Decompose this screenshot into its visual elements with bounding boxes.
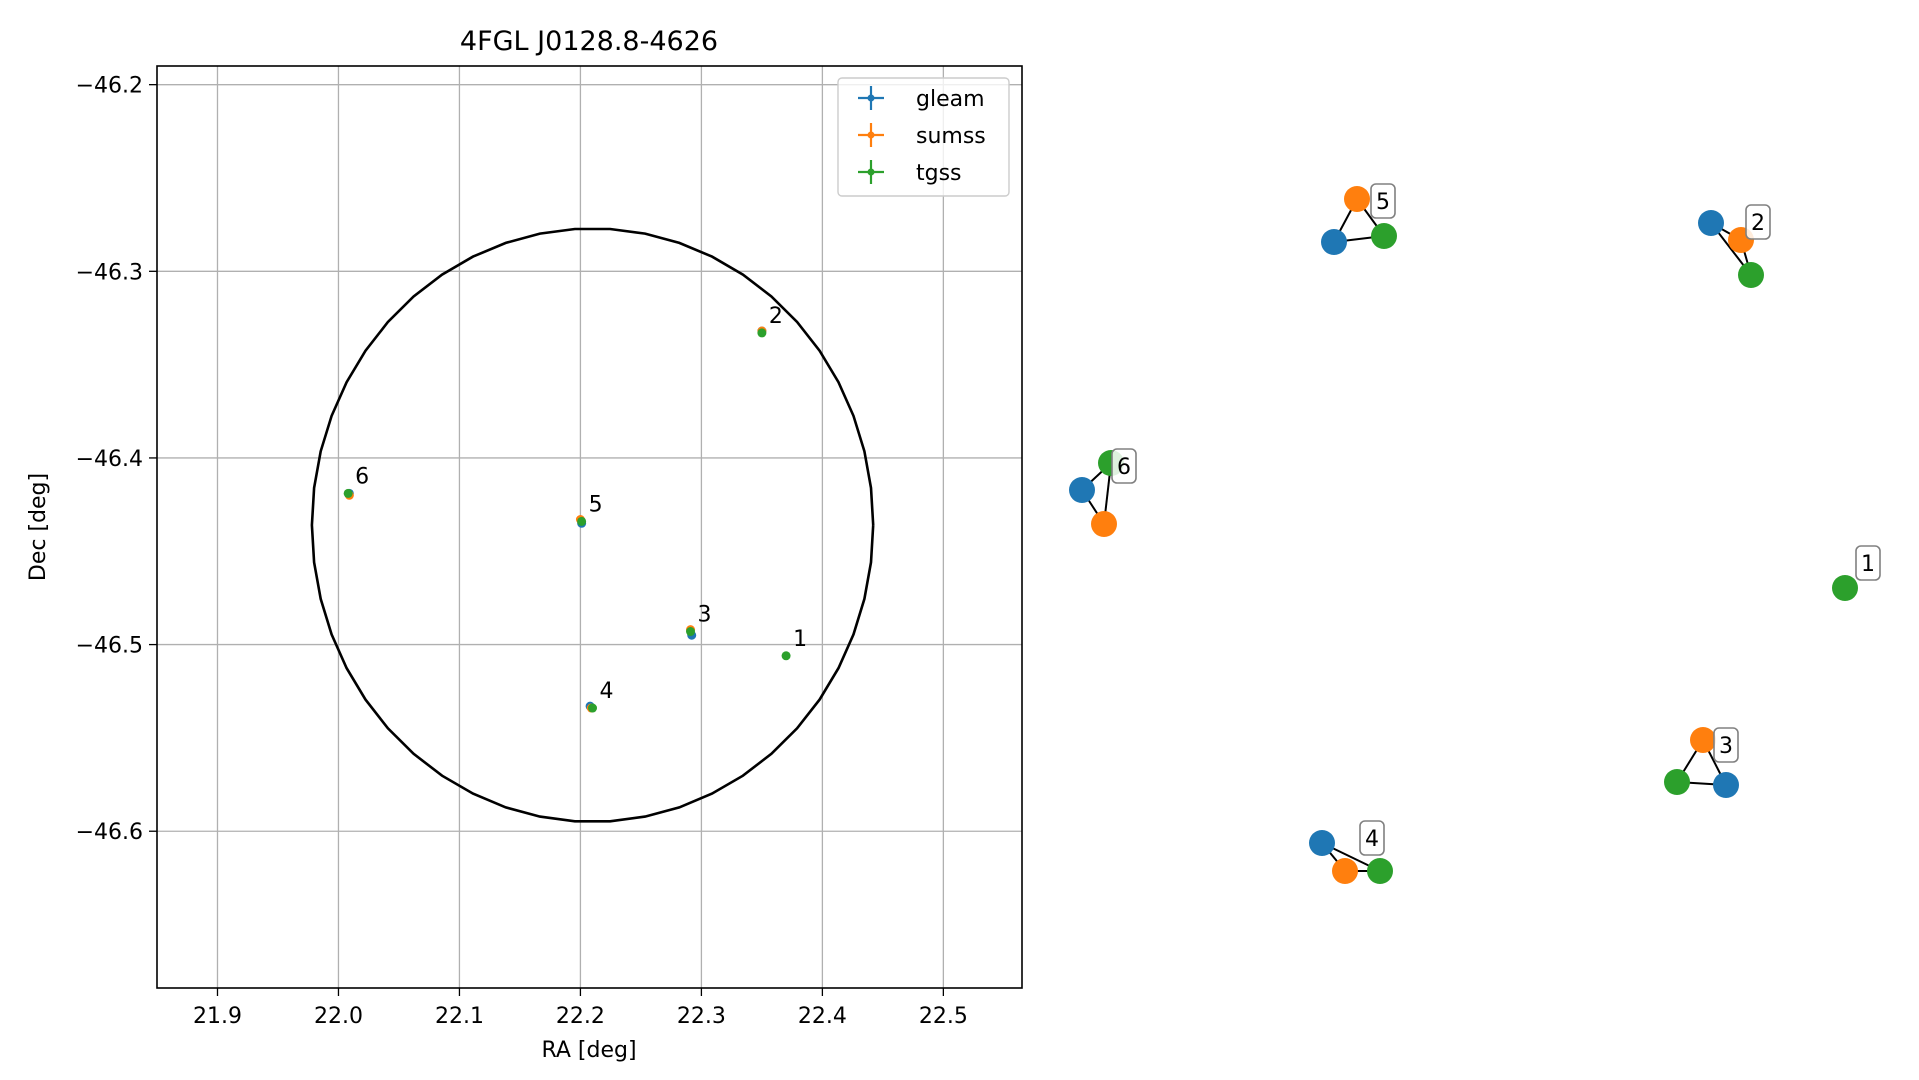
scatter-points (343, 326, 791, 713)
match-label-box (1370, 183, 1396, 219)
point-tgss (588, 703, 598, 713)
legend-entry-gleam: gleam (858, 86, 985, 112)
match-node-gleam (1698, 210, 1724, 236)
y-tick-label: −46.4 (76, 447, 143, 472)
legend-entry-sumss: sumss (858, 123, 986, 149)
match-group-4: 4 (1309, 820, 1393, 884)
match-network: 1 2 3 4 5 6 (1069, 183, 1881, 884)
match-label: 5 (1376, 190, 1390, 215)
point-annotations: 1 2 3 4 5 6 (355, 304, 807, 704)
match-node-tgss (1832, 575, 1858, 601)
x-tick-label: 22.2 (556, 1004, 605, 1029)
match-group-1: 1 (1832, 545, 1881, 601)
x-axis-label: RA [deg] (541, 1038, 636, 1063)
point-tgss (577, 516, 587, 526)
x-tick-label: 21.9 (193, 1004, 242, 1029)
localization-circle (310, 227, 875, 823)
legend-entry-tgss: tgss (858, 160, 962, 186)
point-annotation: 5 (589, 492, 603, 517)
x-tick-label: 22.4 (798, 1004, 847, 1029)
x-tick-label: 22.1 (435, 1004, 484, 1029)
match-node-gleam (1309, 830, 1335, 856)
match-node-gleam (1321, 229, 1347, 255)
match-node-gleam (1713, 772, 1739, 798)
legend-label-tgss: tgss (916, 161, 962, 186)
legend-label-sumss: sumss (916, 124, 986, 149)
chart-title: 4FGL J0128.8-4626 (460, 26, 718, 57)
match-node-tgss (1367, 858, 1393, 884)
match-node-tgss (1371, 223, 1397, 249)
match-node-gleam (1069, 477, 1095, 503)
match-label-box (1713, 727, 1739, 763)
grid-lines (157, 66, 1022, 988)
point-annotation: 6 (355, 464, 369, 489)
match-group-2: 2 (1698, 204, 1771, 288)
y-tick-label: −46.3 (76, 260, 143, 285)
match-node-sumss (1690, 727, 1716, 753)
match-group-5: 5 (1321, 183, 1397, 255)
y-axis-label: Dec [deg] (26, 473, 51, 581)
match-label: 4 (1365, 827, 1379, 852)
point-tgss (757, 328, 767, 338)
y-tick-label: −46.2 (76, 74, 143, 99)
localization-ellipse (310, 227, 875, 823)
match-label-box (1745, 204, 1771, 240)
match-group-6: 6 (1069, 448, 1137, 537)
match-label: 1 (1861, 552, 1875, 577)
x-tick-label: 22.5 (919, 1004, 968, 1029)
legend: gleam sumss tgss (837, 77, 1010, 197)
legend-label-gleam: gleam (916, 87, 985, 112)
point-tgss (781, 651, 791, 661)
match-group-3: 3 (1664, 727, 1739, 798)
point-annotation: 3 (698, 603, 712, 628)
match-label-box (1855, 545, 1881, 581)
match-node-tgss (1738, 262, 1764, 288)
point-annotation: 2 (769, 304, 783, 329)
match-label-box (1111, 448, 1137, 484)
match-label: 3 (1719, 734, 1733, 759)
match-node-sumss (1344, 186, 1370, 212)
axis-ticks: 21.9 22.0 22.1 22.2 22.3 22.4 22.5 −46.2 −46.3 −4… (76, 74, 968, 1029)
match-node-tgss (1664, 769, 1690, 795)
match-label: 6 (1117, 455, 1131, 480)
point-tgss (343, 488, 353, 498)
legend-box (837, 77, 1010, 197)
point-annotation: 1 (793, 627, 807, 652)
y-tick-label: −46.6 (76, 820, 143, 845)
plot-frame (156, 65, 1023, 989)
match-node-sumss (1091, 511, 1117, 537)
x-tick-label: 22.0 (314, 1004, 363, 1029)
point-annotation: 4 (600, 679, 614, 704)
y-tick-label: −46.5 (76, 634, 143, 659)
match-node-sumss (1332, 858, 1358, 884)
match-label-box (1359, 820, 1385, 856)
point-tgss (686, 627, 696, 637)
match-label: 2 (1751, 211, 1765, 236)
x-tick-label: 22.3 (677, 1004, 726, 1029)
